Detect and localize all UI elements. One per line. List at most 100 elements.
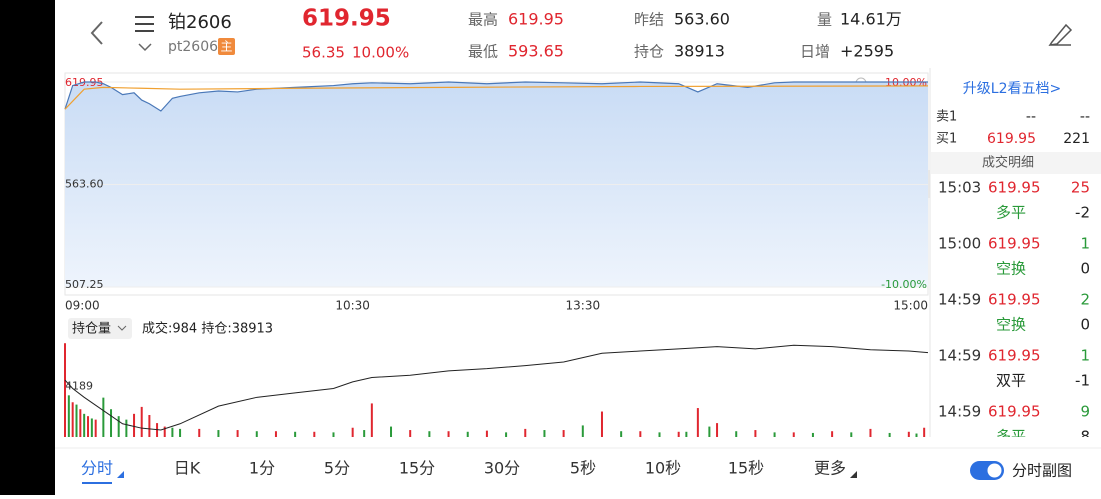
book-side: 卖1 xyxy=(936,110,957,125)
volume-bar xyxy=(581,425,584,437)
volume-bar xyxy=(125,419,128,437)
volume-bar xyxy=(447,431,450,437)
volume-bar xyxy=(869,428,872,437)
volume-bar xyxy=(163,426,166,437)
volume-bar xyxy=(708,426,711,437)
volume-bar xyxy=(696,408,699,437)
volume-bar xyxy=(255,431,258,437)
volume-bar xyxy=(198,428,201,437)
volume-bar xyxy=(831,431,834,437)
stat-value: 619.95 xyxy=(508,10,564,29)
trade-price: 619.95 xyxy=(988,235,1041,253)
tab[interactable]: 30分 xyxy=(484,459,520,478)
tab[interactable]: 15分 xyxy=(399,459,435,478)
volume-bar xyxy=(94,419,97,437)
volume-bar xyxy=(90,418,93,437)
trades-list: 15:03 619.95 25 多平 -2 15:00 619.95 1 空换 0 14:59 619… xyxy=(938,179,1090,446)
trade-price: 619.95 xyxy=(988,179,1041,197)
tab[interactable]: 5分 xyxy=(324,459,350,478)
volume-bar xyxy=(850,432,853,437)
volume-bar xyxy=(716,423,719,437)
trade-delta: -2 xyxy=(1075,204,1090,222)
tab[interactable]: 更多 xyxy=(814,459,846,478)
trade-price: 619.95 xyxy=(988,347,1041,365)
volume-tick-label: 4189 xyxy=(65,380,93,393)
stat-label: 量 xyxy=(817,11,832,29)
edit-icon[interactable] xyxy=(1048,23,1073,46)
volume-bar xyxy=(294,431,297,437)
back-button[interactable] xyxy=(90,21,103,45)
y-tick-label: 507.25 xyxy=(65,278,104,291)
last-price: 619.95 xyxy=(302,6,391,32)
selector-arrow xyxy=(117,325,127,331)
tab[interactable]: 5秒 xyxy=(570,459,596,478)
price-line xyxy=(64,85,929,110)
trade-delta: 0 xyxy=(1080,260,1090,278)
menu-icon[interactable] xyxy=(135,16,154,32)
y-tick-label: 563.60 xyxy=(65,178,104,191)
tab-underline xyxy=(82,482,112,484)
selector-box[interactable] xyxy=(68,318,132,339)
volume-bar xyxy=(79,409,82,437)
trades-header-bg xyxy=(931,152,1101,174)
volume-bar xyxy=(351,427,354,437)
volume-bar xyxy=(505,432,508,437)
tab[interactable]: 1分 xyxy=(249,459,275,478)
stat-value: 38913 xyxy=(674,42,725,61)
badge-text: 主 xyxy=(220,40,232,54)
volume-bar xyxy=(140,406,143,437)
tab[interactable]: 日K xyxy=(174,459,201,478)
open-interest-line xyxy=(64,344,929,431)
book-price: 619.95 xyxy=(987,131,1036,147)
volume-bar xyxy=(64,343,66,437)
volume-bar xyxy=(915,433,918,437)
volume-bar xyxy=(524,428,527,437)
volume-bar xyxy=(67,395,70,437)
volume-bar xyxy=(274,431,277,437)
stat-value: 593.65 xyxy=(508,42,564,61)
trade-price: 619.95 xyxy=(988,403,1041,421)
volume-bar xyxy=(888,432,891,437)
stat-value: 563.60 xyxy=(674,10,730,29)
trade-time: 15:03 xyxy=(938,179,981,197)
trade-time: 14:59 xyxy=(938,403,981,421)
volume-bar xyxy=(543,430,546,437)
volume-bar xyxy=(332,432,335,437)
tab[interactable]: 分时 xyxy=(81,459,113,478)
volume-bar xyxy=(677,431,680,437)
tab[interactable]: 10秒 xyxy=(645,459,681,478)
trade-time: 14:59 xyxy=(938,291,981,309)
trade-qty: 1 xyxy=(1080,235,1090,253)
trade-qty: 9 xyxy=(1080,403,1090,421)
tab[interactable]: 15秒 xyxy=(728,459,764,478)
tab-arrow xyxy=(850,471,857,478)
trade-kind: 空换 xyxy=(996,316,1026,334)
trade-time: 14:59 xyxy=(938,347,981,365)
stat-label: 最低 xyxy=(468,43,498,61)
trade-kind: 多平 xyxy=(996,428,1026,446)
change: 56.35 xyxy=(302,44,345,62)
selector-label[interactable]: 持仓量 xyxy=(72,322,111,337)
volume-bar xyxy=(639,431,642,437)
volume-bar xyxy=(171,427,174,437)
contract-name: 铂2606 xyxy=(168,12,232,33)
book-side: 买1 xyxy=(936,132,957,147)
x-tick-label: 13:30 xyxy=(566,299,601,313)
trades-title: 成交明细 xyxy=(982,155,1034,171)
volume-bar xyxy=(102,397,105,437)
upgrade-link[interactable]: 升级L2看五档> xyxy=(963,81,1061,97)
dropdown-icon[interactable] xyxy=(138,43,152,52)
volume-bar xyxy=(117,416,120,437)
volume-bar xyxy=(390,426,393,437)
volume-bar xyxy=(485,430,488,437)
stat-value: +2595 xyxy=(840,42,894,61)
volume-bar xyxy=(466,431,469,437)
volume-bar xyxy=(754,430,757,437)
change-pct: 10.00% xyxy=(352,44,409,62)
book-price: -- xyxy=(1026,109,1036,125)
volume-bar xyxy=(792,432,795,437)
volume-bar xyxy=(110,409,113,437)
x-tick-label: 09:00 xyxy=(65,299,100,313)
volume-bar xyxy=(87,416,90,437)
volume-bar xyxy=(75,404,78,437)
